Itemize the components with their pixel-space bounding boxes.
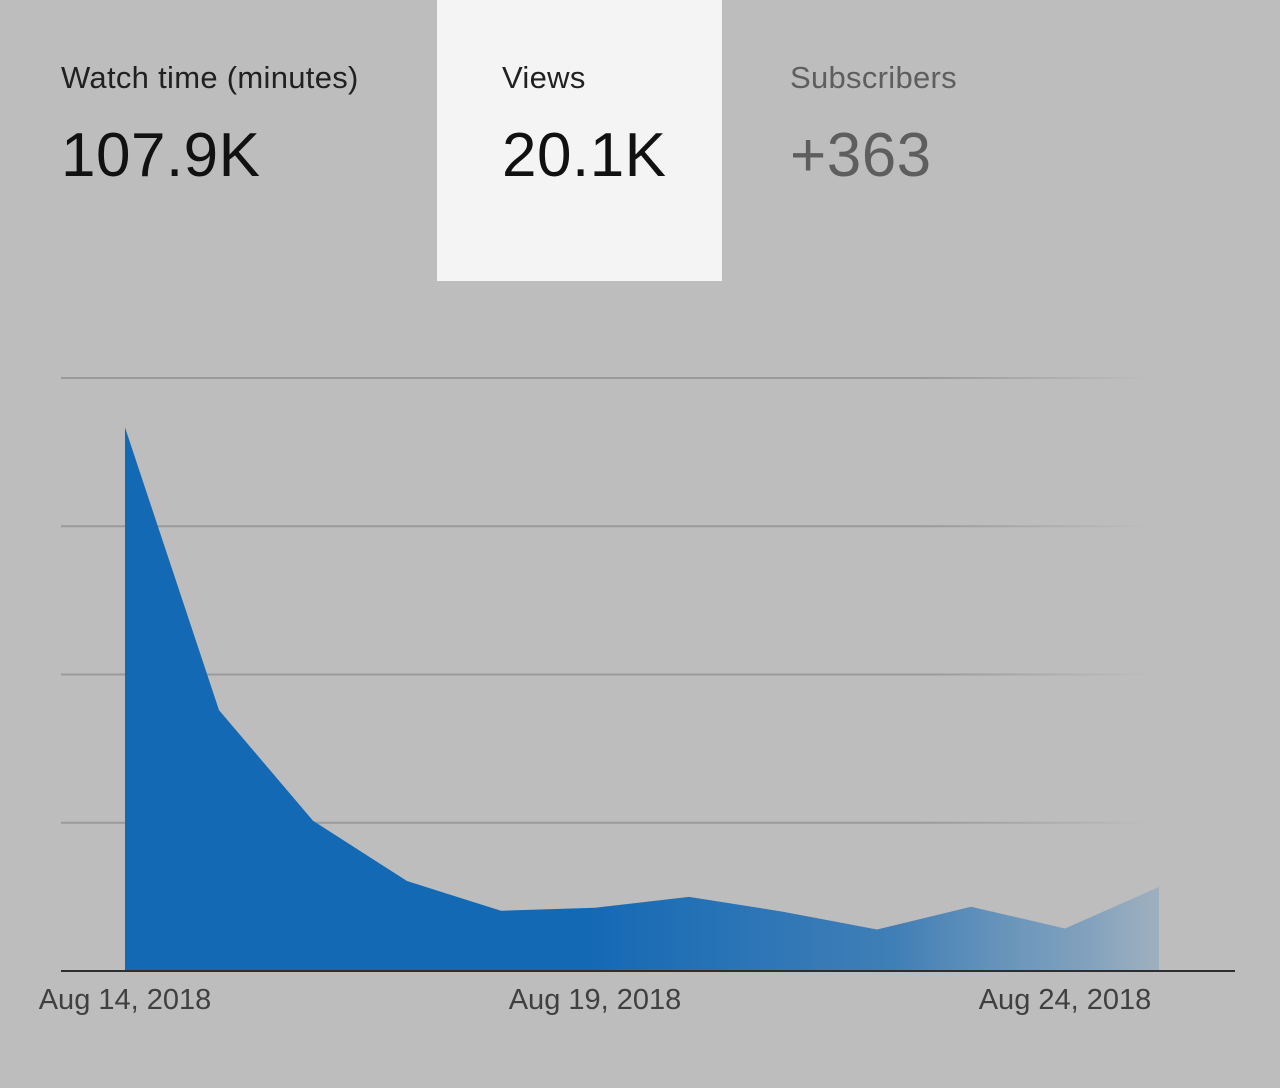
x-axis: Aug 14, 2018 Aug 19, 2018 Aug 24, 2018 (39, 970, 1235, 1016)
tab-views[interactable]: Views 20.1K (437, 0, 722, 281)
watch-time-label: Watch time (minutes) (61, 60, 359, 95)
x-tick-label: Aug 14, 2018 (39, 984, 212, 1016)
tab-watch-time[interactable]: Watch time (minutes) 107.9K (0, 0, 437, 281)
subscribers-value: +363 (790, 121, 932, 190)
subscribers-label: Subscribers (790, 60, 957, 95)
x-tick-label: Aug 19, 2018 (509, 984, 682, 1016)
watch-time-value: 107.9K (61, 121, 261, 190)
views-value: 20.1K (502, 121, 667, 190)
views-label: Views (502, 60, 586, 95)
x-tick-label: Aug 24, 2018 (979, 984, 1152, 1016)
series-layer (125, 427, 1159, 972)
views-series-area (125, 427, 1159, 972)
tab-subscribers[interactable]: Subscribers +363 (722, 0, 1280, 281)
